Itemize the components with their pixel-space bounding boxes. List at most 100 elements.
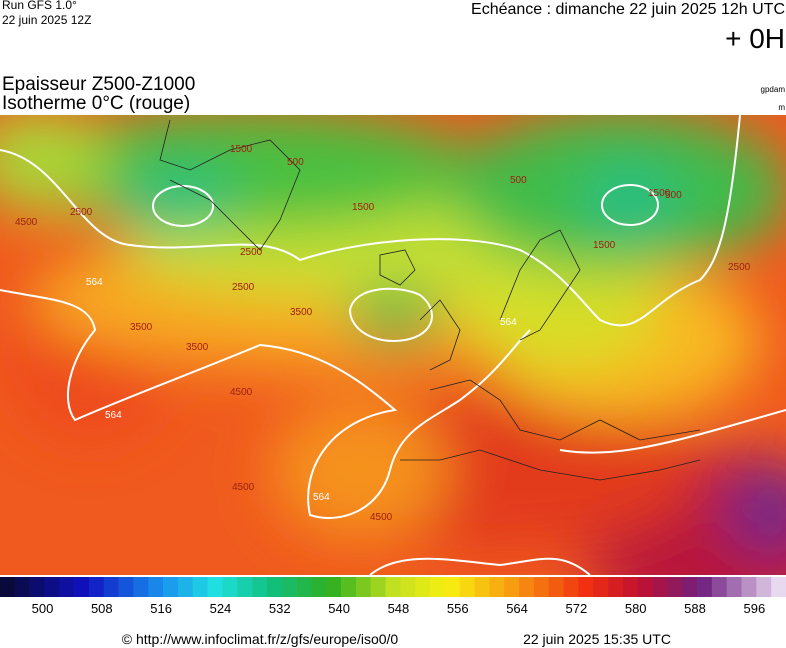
colorbar-swatch [370, 577, 386, 597]
colorbar-tick-label: 524 [210, 601, 232, 616]
colorbar-swatch [578, 577, 594, 597]
contour-labels: 5001500500150025002500350056456445003500… [15, 144, 751, 523]
colorbar-tick-label: 540 [328, 601, 350, 616]
colorbar-swatch [207, 577, 223, 597]
run-date: 22 juin 2025 12Z [2, 13, 91, 27]
contour-label: 3500 [186, 342, 209, 353]
contour-label: 4500 [15, 217, 38, 228]
coastlines [159, 119, 701, 481]
colorbar-swatch [355, 577, 372, 597]
colorbar-tick-label: 588 [684, 601, 706, 616]
colorbar-swatch [519, 577, 535, 597]
colorbar: 5005085165245325405485565645725805885966… [0, 577, 786, 616]
colorbar-swatch [652, 577, 668, 597]
unit-thickness: gpdam [761, 85, 786, 94]
colorbar-tick-label: 532 [269, 601, 291, 616]
colorbar-swatch [133, 577, 149, 597]
contour-label: 2500 [232, 282, 255, 293]
colorbar-tick-label: 516 [150, 601, 172, 616]
colorbar-tick-label: 548 [388, 601, 410, 616]
colorbar-swatch [326, 577, 342, 597]
colorbar-swatch [563, 577, 579, 597]
colorbar-swatch [74, 577, 90, 597]
thickness-contours [0, 115, 786, 575]
colorbar-swatch [237, 577, 253, 597]
colorbar-swatch [163, 577, 179, 597]
colorbar-swatch [385, 577, 401, 597]
colorbar-tick-label: 500 [32, 601, 54, 616]
colorbar-tick-label: 564 [506, 601, 528, 616]
map-title: Epaisseur Z500-Z1000 [2, 74, 195, 95]
colorbar-swatch [222, 577, 238, 597]
colorbar-swatch [697, 577, 713, 597]
colorbar-swatch [44, 577, 60, 597]
colorbar-swatch [489, 577, 505, 597]
colorbar-swatch [726, 577, 742, 597]
thickness-field [0, 115, 786, 575]
colorbar-tick-label: 556 [447, 601, 469, 616]
colorbar-swatch [252, 577, 268, 597]
contour-label: 3500 [290, 307, 313, 318]
lead-time: + 0H [725, 23, 785, 54]
colorbar-tick-label: 508 [91, 601, 113, 616]
colorbar-swatch [341, 577, 357, 597]
colorbar-swatch [459, 577, 475, 597]
contour-label: 564 [313, 492, 330, 503]
colorbar-swatch [14, 577, 30, 597]
colorbar-swatch [400, 577, 416, 597]
contour-label: 4500 [232, 482, 255, 493]
colorbar-swatch [311, 577, 327, 597]
colorbar-swatch [29, 577, 45, 597]
colorbar-swatch [756, 577, 772, 597]
contour-label: 2500 [728, 262, 751, 273]
colorbar-swatch [622, 577, 638, 597]
contour-label: 1500 [593, 240, 616, 251]
contour-label: 1500 [648, 188, 671, 199]
valid-time: Echéance : dimanche 22 juin 2025 12h UTC [471, 1, 785, 18]
colorbar-swatch [118, 577, 134, 597]
colorbar-swatch [177, 577, 194, 597]
colorbar-swatch [711, 577, 727, 597]
contour-label: 500 [665, 190, 682, 201]
colorbar-swatch [667, 577, 683, 597]
contour-label: 564 [500, 317, 517, 328]
generated-time: 22 juin 2025 15:35 UTC [523, 631, 671, 647]
colorbar-swatch [430, 577, 446, 597]
contour-label: 1500 [352, 202, 375, 213]
colorbar-swatch [533, 577, 550, 597]
colorbar-swatch [444, 577, 461, 597]
contour-label: 1500 [230, 144, 253, 155]
colorbar-swatch [266, 577, 283, 597]
colorbar-tick-label: 596 [743, 601, 765, 616]
map: 5001500500150025002500350056456445003500… [0, 115, 786, 575]
contour-label: 4500 [230, 387, 253, 398]
contour-label: 564 [105, 410, 122, 421]
contour-label: 564 [86, 277, 103, 288]
source-url: © http://www.infoclimat.fr/z/gfs/europe/… [122, 631, 399, 647]
colorbar-swatch [296, 577, 312, 597]
colorbar-swatch [548, 577, 564, 597]
colorbar-swatch [608, 577, 624, 597]
contour-label: 2500 [70, 207, 93, 218]
colorbar-tick-label: 580 [625, 601, 647, 616]
colorbar-swatch [504, 577, 520, 597]
colorbar-swatch [192, 577, 208, 597]
colorbar-swatch [771, 577, 786, 597]
colorbar-swatch [59, 577, 75, 597]
colorbar-swatch [281, 577, 297, 597]
colorbar-swatch [0, 577, 16, 597]
colorbar-swatch [637, 577, 653, 597]
run-label: Run GFS 1.0° [2, 0, 77, 12]
contour-label: 4500 [370, 512, 393, 523]
colorbar-swatch [415, 577, 431, 597]
unit-iso: m [778, 103, 785, 112]
contour-label: 3500 [130, 322, 153, 333]
colorbar-swatch [474, 577, 490, 597]
colorbar-tick-label: 572 [566, 601, 588, 616]
colorbar-swatch [682, 577, 698, 597]
map-subtitle: Isotherme 0°C (rouge) [2, 93, 190, 114]
contour-label: 500 [287, 157, 304, 168]
contour-label: 2500 [240, 247, 263, 258]
colorbar-swatch [741, 577, 757, 597]
